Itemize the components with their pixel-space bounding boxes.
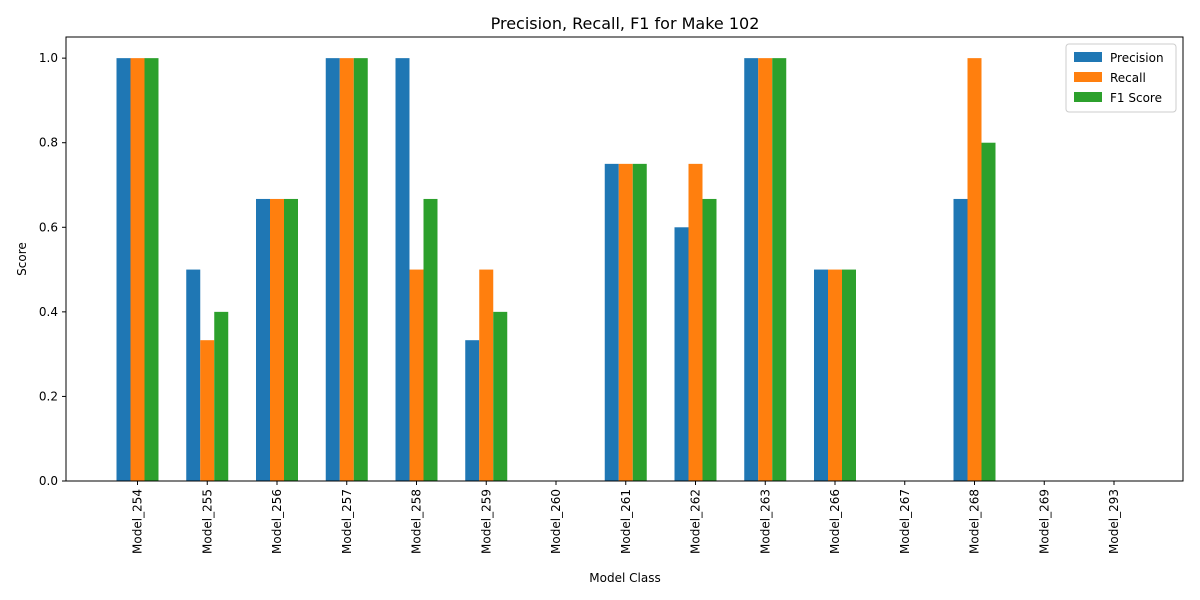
legend: Precision Recall F1 Score (1065, 43, 1177, 113)
bar-recall-model_255 (200, 340, 215, 481)
x-tick-label: Model_267 (898, 489, 912, 554)
bar-recall-model_263 (758, 58, 773, 481)
x-axis-label: Model Class (589, 571, 660, 585)
bar-precision-model_258 (395, 58, 410, 481)
x-tick-label: Model_268 (968, 489, 982, 554)
y-axis-ticks: 0.0 0.2 0.4 0.6 0.8 1.0 (39, 51, 66, 488)
x-axis-ticks: Model_254 Model_255 Model_256 Model_257 Mode… (131, 481, 1121, 554)
x-tick-label: Model_257 (340, 489, 354, 554)
y-tick-label: 0.2 (39, 389, 58, 403)
bar-recall-model_254 (130, 58, 145, 481)
legend-swatch-precision (1074, 52, 1102, 62)
legend-label: Precision (1110, 51, 1164, 65)
y-tick-label: 1.0 (39, 51, 58, 65)
bar-recall-model_259 (479, 269, 494, 481)
bar-precision-model_255 (186, 269, 201, 481)
x-tick-label: Model_254 (131, 489, 145, 554)
bar-precision-model_254 (116, 58, 131, 481)
bar-precision-model_259 (465, 340, 480, 481)
plot-frame (65, 36, 1184, 482)
bar-f1-score-model_263 (772, 58, 787, 481)
bar-precision-model_256 (256, 198, 270, 481)
bar-precision-model_261 (604, 163, 619, 482)
x-tick-label: Model_269 (1037, 489, 1051, 554)
legend-label: F1 Score (1110, 91, 1162, 105)
chart-title: Precision, Recall, F1 for Make 102 (491, 14, 760, 33)
x-tick-label: Model_293 (1107, 489, 1121, 554)
bar-precision-model_266 (814, 269, 828, 481)
y-tick-label: 0.0 (39, 474, 58, 488)
bar-f1-score-model_268 (981, 142, 996, 481)
x-tick-label: Model_262 (689, 489, 703, 554)
bar-recall-model_256 (270, 198, 284, 481)
bar-recall-model_257 (339, 58, 354, 481)
bar-f1-score-model_261 (632, 163, 647, 482)
bar-precision-model_263 (744, 58, 759, 481)
bar-f1-score-model_259 (493, 311, 508, 481)
bars-group (116, 58, 996, 482)
bar-recall-model_261 (618, 163, 633, 482)
x-tick-label: Model_255 (200, 489, 214, 554)
bar-f1-score-model_256 (284, 198, 298, 481)
bar-recall-model_266 (828, 269, 842, 481)
x-tick-label: Model_258 (410, 489, 424, 554)
x-tick-label: Model_263 (758, 489, 772, 554)
x-tick-label: Model_261 (619, 489, 633, 554)
x-tick-label: Model_266 (828, 489, 842, 554)
bar-recall-model_268 (967, 58, 982, 481)
bar-f1-score-model_257 (353, 58, 368, 481)
x-tick-label: Model_256 (270, 489, 284, 554)
legend-swatch-recall (1074, 72, 1102, 82)
bar-f1-score-model_258 (423, 198, 438, 481)
bar-recall-model_262 (688, 163, 703, 482)
bar-precision-model_268 (953, 198, 968, 481)
bar-f1-score-model_254 (144, 58, 159, 481)
bar-f1-score-model_262 (702, 198, 717, 481)
x-tick-label: Model_259 (479, 489, 493, 554)
bar-recall-model_258 (409, 269, 424, 481)
y-axis-label: Score (15, 242, 29, 276)
bar-precision-model_262 (674, 227, 689, 481)
bar-f1-score-model_266 (842, 269, 856, 481)
y-tick-label: 0.6 (39, 220, 58, 234)
bar-precision-model_257 (325, 58, 340, 481)
legend-label: Recall (1110, 71, 1146, 85)
x-tick-label: Model_260 (549, 489, 563, 554)
legend-swatch-f1-score (1074, 92, 1102, 102)
bar-f1-score-model_255 (214, 311, 229, 481)
y-tick-label: 0.4 (39, 305, 58, 319)
y-tick-label: 0.8 (39, 136, 58, 150)
